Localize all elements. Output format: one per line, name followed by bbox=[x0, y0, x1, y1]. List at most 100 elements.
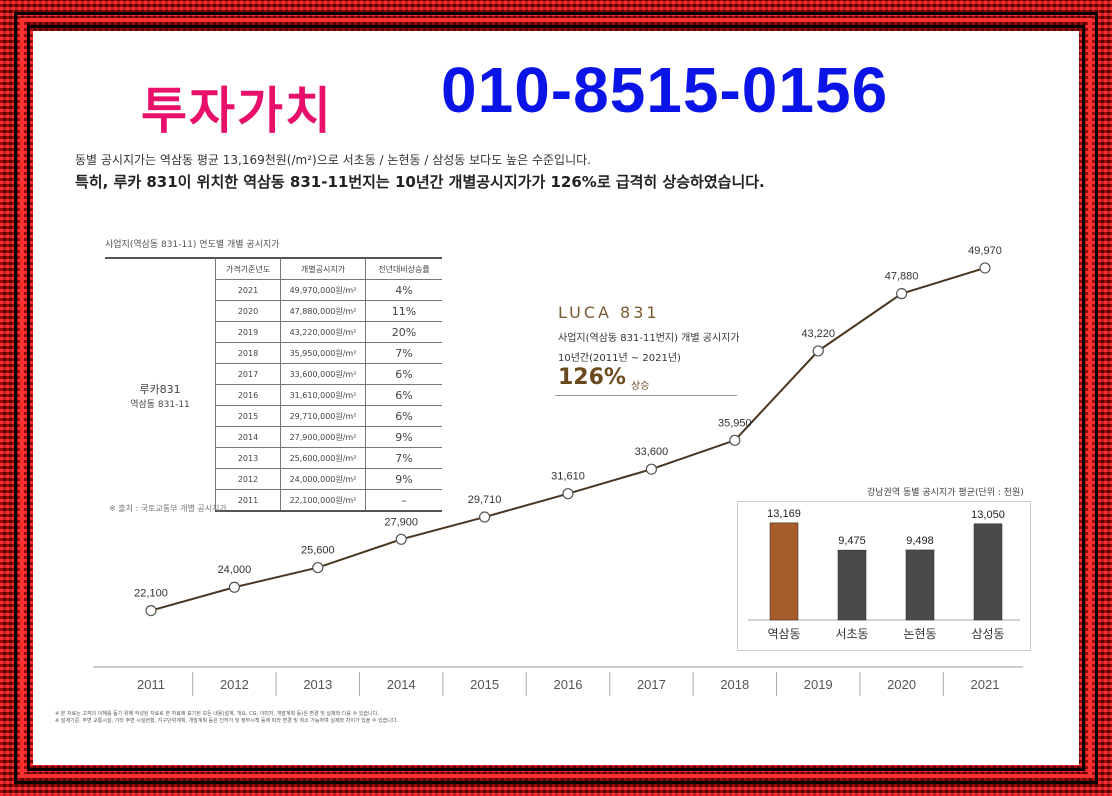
border-line bbox=[27, 25, 1085, 771]
table-cell: 24,000,000원/m² bbox=[280, 468, 366, 490]
table-cell: 43,220,000원/m² bbox=[280, 321, 366, 343]
table-row: 2020 47,880,000원/m² 11% bbox=[105, 300, 442, 322]
table-cell: 35,950,000원/m² bbox=[280, 342, 366, 364]
table-header-cell: 가격기준년도 bbox=[215, 257, 281, 280]
data-point bbox=[645, 463, 658, 475]
x-tick-label: 2018 bbox=[720, 677, 749, 692]
poster: 투자가치 010-8515-0156 동별 공시지가는 역삼동 평균 13,16… bbox=[33, 31, 1079, 765]
table-cell: 22,100,000원/m² bbox=[280, 489, 366, 512]
table-cell: 25,600,000원/m² bbox=[280, 447, 366, 469]
table-cell: 2012 bbox=[215, 468, 281, 490]
data-point bbox=[395, 533, 407, 545]
table-row: 2018 35,950,000원/m² 7% bbox=[105, 342, 442, 364]
data-label: 47,880 bbox=[885, 271, 919, 283]
data-label: 33,600 bbox=[635, 446, 669, 458]
bar-chart-title: 강남권역 동별 공시지가 평균(단위 : 천원) bbox=[867, 488, 1024, 498]
data-point bbox=[812, 345, 824, 357]
data-label: 24,000 bbox=[218, 564, 252, 576]
bar-value-label: 13,169 bbox=[767, 508, 801, 520]
data-point bbox=[979, 262, 991, 274]
table-row: 2017 33,600,000원/m² 6% bbox=[105, 363, 442, 385]
data-label: 29,710 bbox=[468, 494, 502, 506]
data-label: 49,970 bbox=[968, 245, 1002, 257]
table-cell: 6% bbox=[365, 405, 442, 427]
x-tick-label: 2016 bbox=[554, 677, 583, 692]
data-label: 25,600 bbox=[301, 545, 335, 557]
footnotes: ※ 본 자료는 고객의 이해를 돕기 위해 작성된 자료로 본 자료에 표기된 … bbox=[55, 711, 398, 725]
headline: 투자가치 bbox=[141, 82, 333, 140]
table-cell: 2011 bbox=[215, 489, 281, 512]
bar-value-label: 9,475 bbox=[838, 535, 866, 547]
footnote: ※ 설계기준, 주변 교통시설, 기타 주변 시설현황, 지구단위계획, 개발계… bbox=[55, 718, 399, 724]
footnote: ※ 본 자료는 고객의 이해를 돕기 위해 작성된 자료로 본 자료에 표기된 … bbox=[55, 711, 379, 717]
table-cell: 7% bbox=[365, 342, 442, 364]
side-label-name: 루카831 bbox=[139, 382, 181, 396]
x-tick-label: 2014 bbox=[387, 677, 416, 692]
data-point bbox=[562, 488, 574, 500]
table-cell: 47,880,000원/m² bbox=[280, 300, 366, 322]
luca-increase-label: 상승 bbox=[631, 381, 650, 392]
x-tick-label: 2013 bbox=[303, 677, 332, 692]
x-tick-label: 2015 bbox=[470, 677, 499, 692]
bar-chart: 13,169 역삼동 9,475 서초동 9,498 논현동 13,050 삼성동 bbox=[748, 508, 1020, 641]
table-row: 2013 25,600,000원/m² 7% bbox=[105, 447, 442, 469]
data-point bbox=[729, 434, 741, 446]
line-chart: 22,100 24,000 25,600 27,900 29,710 31,610 33,6… bbox=[134, 245, 1002, 617]
bar bbox=[905, 549, 935, 621]
data-label: 27,900 bbox=[384, 516, 418, 528]
data-label: 31,610 bbox=[551, 471, 585, 483]
x-tick-label: 2011 bbox=[137, 677, 165, 692]
data-point bbox=[228, 581, 240, 593]
table-cell: – bbox=[365, 489, 442, 512]
table-row: 2015 29,710,000원/m² 6% bbox=[105, 405, 442, 427]
bar bbox=[837, 549, 867, 621]
x-tick-label: 2021 bbox=[971, 677, 1000, 692]
data-point bbox=[895, 288, 908, 300]
table-cell: 33,600,000원/m² bbox=[280, 363, 366, 385]
bar-category-label: 삼성동 bbox=[971, 627, 1004, 641]
table-header-cell: 개별공시지가 bbox=[280, 257, 366, 280]
table-header-cell: 전년대비상승률 bbox=[365, 257, 442, 280]
data-label: 43,220 bbox=[801, 328, 835, 340]
luca-logo: LUCA 831 bbox=[558, 303, 660, 322]
phone-number: 010-8515-0156 bbox=[441, 54, 889, 126]
data-point bbox=[145, 604, 157, 617]
luca-percent: 126% bbox=[558, 365, 626, 390]
table-cell: 2018 bbox=[215, 342, 281, 364]
table-row: 2014 27,900,000원/m² 9% bbox=[105, 426, 442, 448]
x-tick-label: 2020 bbox=[887, 677, 916, 692]
luca-description: 사업지(역삼동 831-11번지) 개별 공시지가 bbox=[558, 333, 740, 344]
table-cell: 6% bbox=[365, 384, 442, 406]
intro-text: 동별 공시지가는 역삼동 평균 13,169천원(/m²)으로 서초동 / 논현… bbox=[75, 153, 591, 167]
bar-value-label: 13,050 bbox=[971, 509, 1005, 521]
bar-category-label: 논현동 bbox=[903, 627, 936, 641]
table-cell: 20% bbox=[365, 321, 442, 343]
data-point bbox=[479, 511, 491, 523]
bar-category-label: 역삼동 bbox=[767, 627, 800, 641]
table-row: 2019 43,220,000원/m² 20% bbox=[105, 321, 442, 343]
table-cell: 29,710,000원/m² bbox=[280, 405, 366, 427]
data-point bbox=[312, 561, 324, 574]
table-cell: 27,900,000원/m² bbox=[280, 426, 366, 448]
land-price-table: 가격기준년도 개별공시지가 전년대비상승률 루카831 역삼동 831-11 2021 49… bbox=[105, 257, 442, 512]
border-line bbox=[20, 18, 1092, 778]
x-axis: 2011 2012 2013 2014 2015 2016 2017 2018 2019 2020… bbox=[93, 666, 1023, 696]
table-cell: 2021 bbox=[215, 279, 281, 301]
table-cell: 9% bbox=[365, 468, 442, 490]
table-cell: 11% bbox=[365, 300, 442, 322]
divider bbox=[555, 395, 737, 396]
table-cell: 6% bbox=[365, 363, 442, 385]
table-title: 사업지(역삼동 831-11) 연도별 개별 공시지가 bbox=[105, 240, 280, 250]
border-line bbox=[14, 12, 1098, 784]
data-label: 35,950 bbox=[718, 417, 752, 429]
bar bbox=[973, 523, 1003, 621]
table-cell: 2020 bbox=[215, 300, 281, 322]
table-cell: 31,610,000원/m² bbox=[280, 384, 366, 406]
side-label-address: 역삼동 831-11 bbox=[130, 399, 190, 410]
table-header: 가격기준년도 개별공시지가 전년대비상승률 bbox=[105, 257, 442, 280]
x-tick-label: 2017 bbox=[637, 677, 666, 692]
table-header-cell bbox=[105, 257, 216, 280]
luca-period: 10년간(2011년 ~ 2021년) bbox=[558, 353, 681, 364]
table-row: 2011 22,100,000원/m² – bbox=[105, 489, 442, 512]
table-row: 2016 31,610,000원/m² 6% bbox=[105, 384, 442, 406]
